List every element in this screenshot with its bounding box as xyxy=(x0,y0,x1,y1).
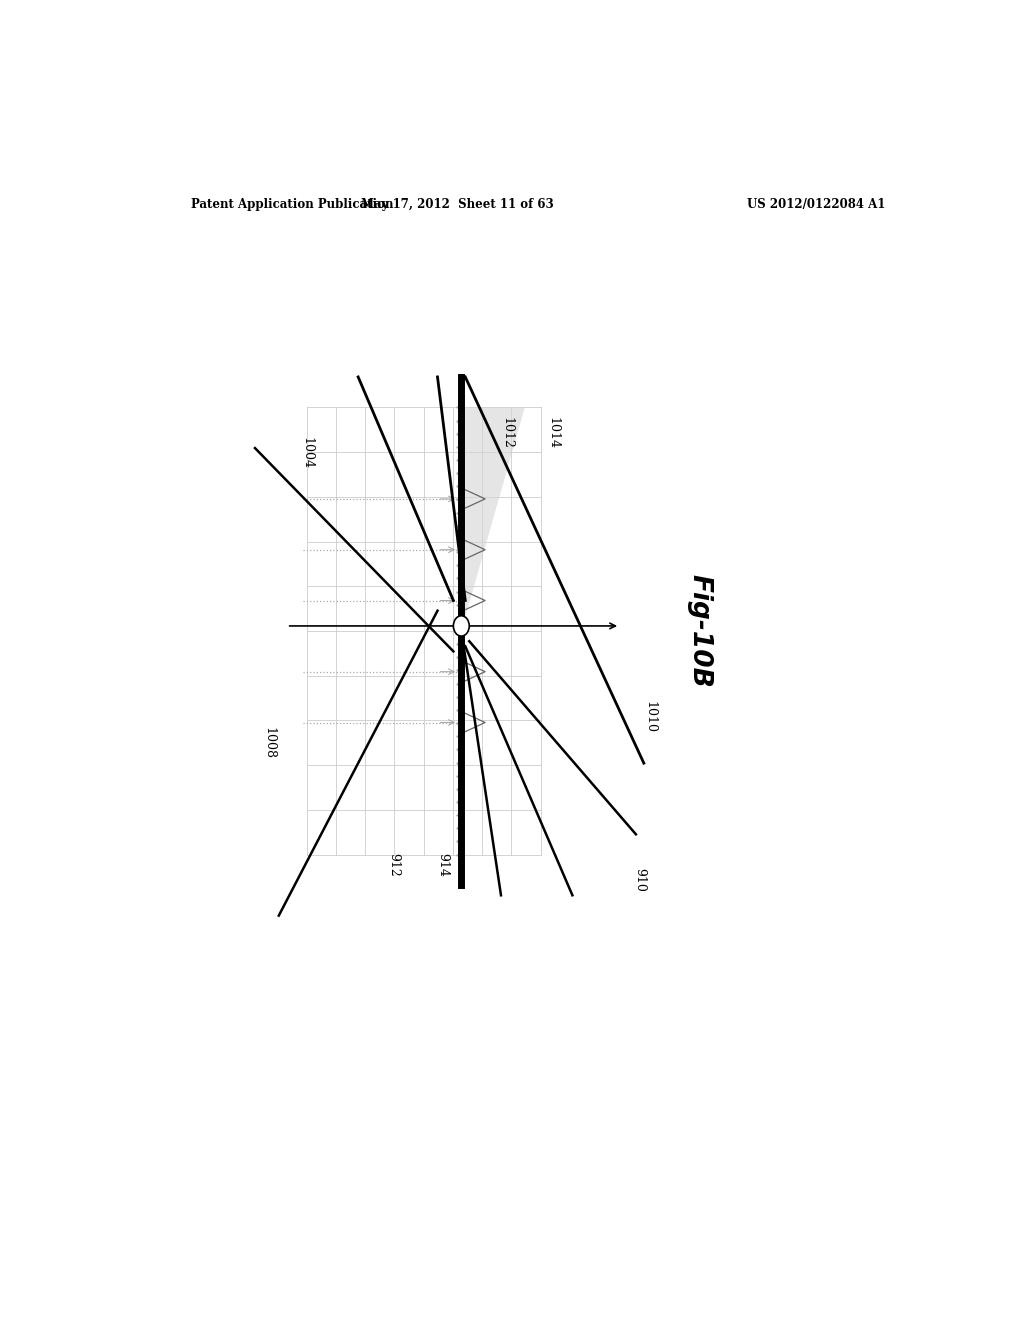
Text: 1010: 1010 xyxy=(644,701,656,734)
Text: 1008: 1008 xyxy=(263,727,275,759)
Text: 1012: 1012 xyxy=(501,417,514,449)
Text: May 17, 2012  Sheet 11 of 63: May 17, 2012 Sheet 11 of 63 xyxy=(361,198,554,211)
Text: Fig-10B: Fig-10B xyxy=(686,574,713,688)
Text: 910: 910 xyxy=(634,869,646,892)
Text: 912: 912 xyxy=(387,853,400,876)
Text: 914: 914 xyxy=(436,853,450,876)
Text: 1004: 1004 xyxy=(300,437,313,469)
Text: US 2012/0122084 A1: US 2012/0122084 A1 xyxy=(748,198,886,211)
Text: 1014: 1014 xyxy=(546,417,559,449)
Polygon shape xyxy=(461,408,524,631)
Circle shape xyxy=(454,615,469,636)
Text: Patent Application Publication: Patent Application Publication xyxy=(191,198,394,211)
